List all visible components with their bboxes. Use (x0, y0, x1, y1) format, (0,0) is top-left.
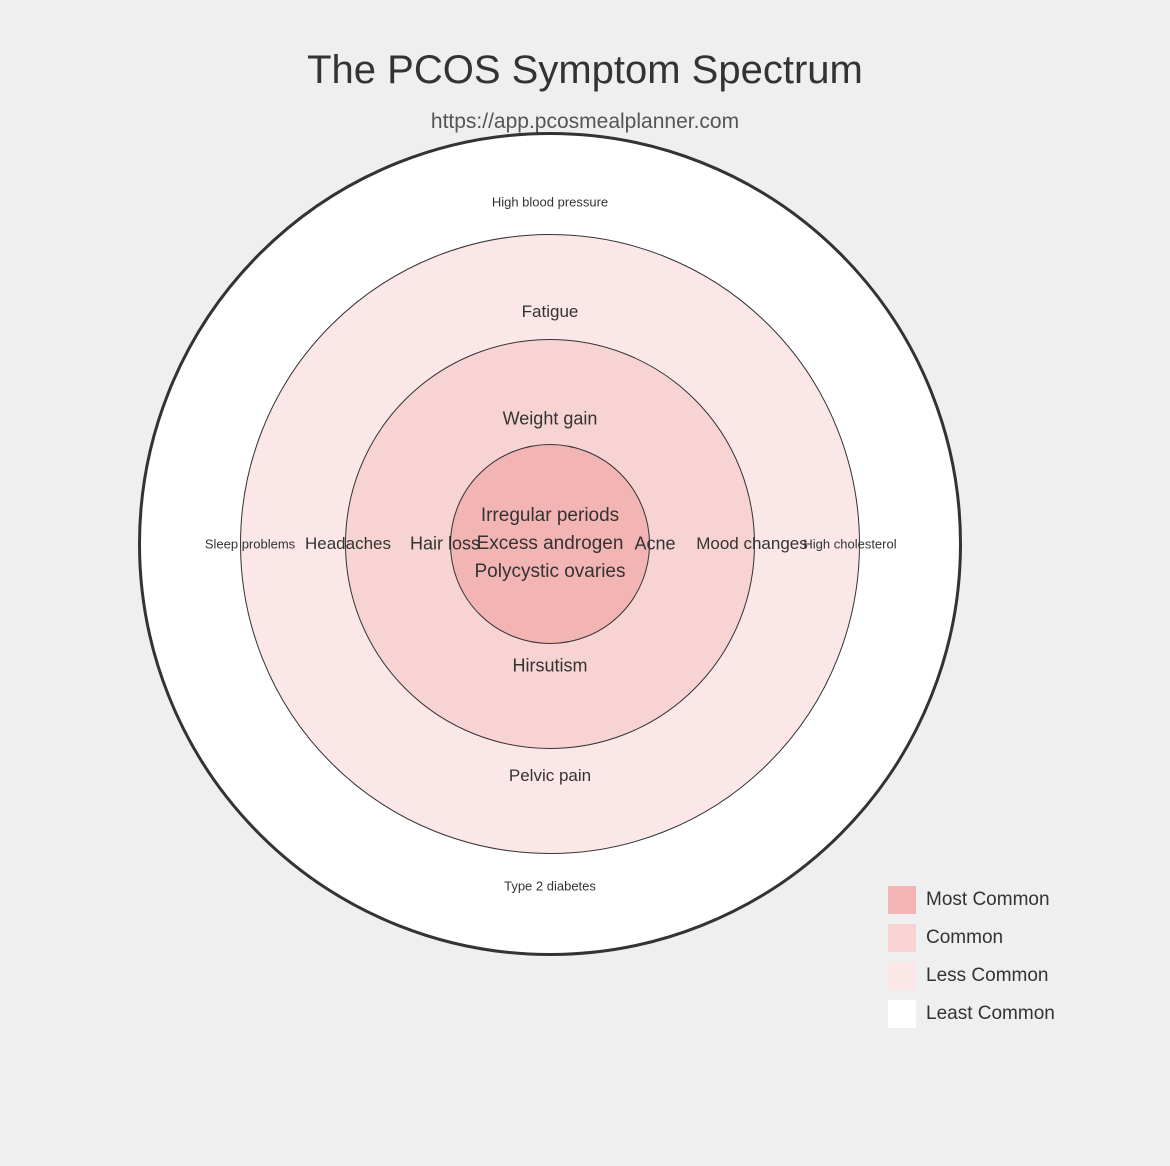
ring-least-common-label: High cholesterol (803, 537, 896, 552)
legend-label: Most Common (926, 889, 1050, 911)
ring-less-common-label: Mood changes (696, 534, 808, 554)
legend-swatch (888, 886, 916, 914)
legend-item: Most Common (888, 886, 1055, 914)
legend-label: Less Common (926, 965, 1049, 987)
ring-less-common-label: Fatigue (522, 302, 579, 322)
ring-common-label: Hirsutism (513, 656, 588, 677)
legend-label: Common (926, 927, 1003, 949)
legend-item: Least Common (888, 1000, 1055, 1028)
ring-least-common-label: High blood pressure (492, 195, 608, 210)
infographic-container: The PCOS Symptom Spectrum https://app.pc… (0, 0, 1170, 1166)
ring-less-common-label: Headaches (305, 534, 391, 554)
ring-least-common-label: Sleep problems (205, 537, 295, 552)
ring-most-common-label: Excess androgen (477, 533, 624, 555)
legend-swatch (888, 962, 916, 990)
legend-swatch (888, 1000, 916, 1028)
legend-label: Least Common (926, 1003, 1055, 1025)
legend-item: Common (888, 924, 1055, 952)
ring-common-label: Weight gain (503, 409, 598, 430)
legend-swatch (888, 924, 916, 952)
ring-common-label: Acne (634, 534, 675, 555)
legend: Most Common Common Less Common Least Common (888, 886, 1055, 1038)
legend-item: Less Common (888, 962, 1055, 990)
ring-most-common-label: Polycystic ovaries (475, 561, 626, 583)
ring-common-label: Hair loss (410, 534, 480, 555)
ring-most-common-label: Irregular periods (481, 505, 619, 527)
ring-least-common-label: Type 2 diabetes (504, 879, 596, 894)
ring-less-common-label: Pelvic pain (509, 766, 591, 786)
page-title: The PCOS Symptom Spectrum (0, 48, 1170, 93)
source-url: https://app.pcosmealplanner.com (0, 110, 1170, 134)
